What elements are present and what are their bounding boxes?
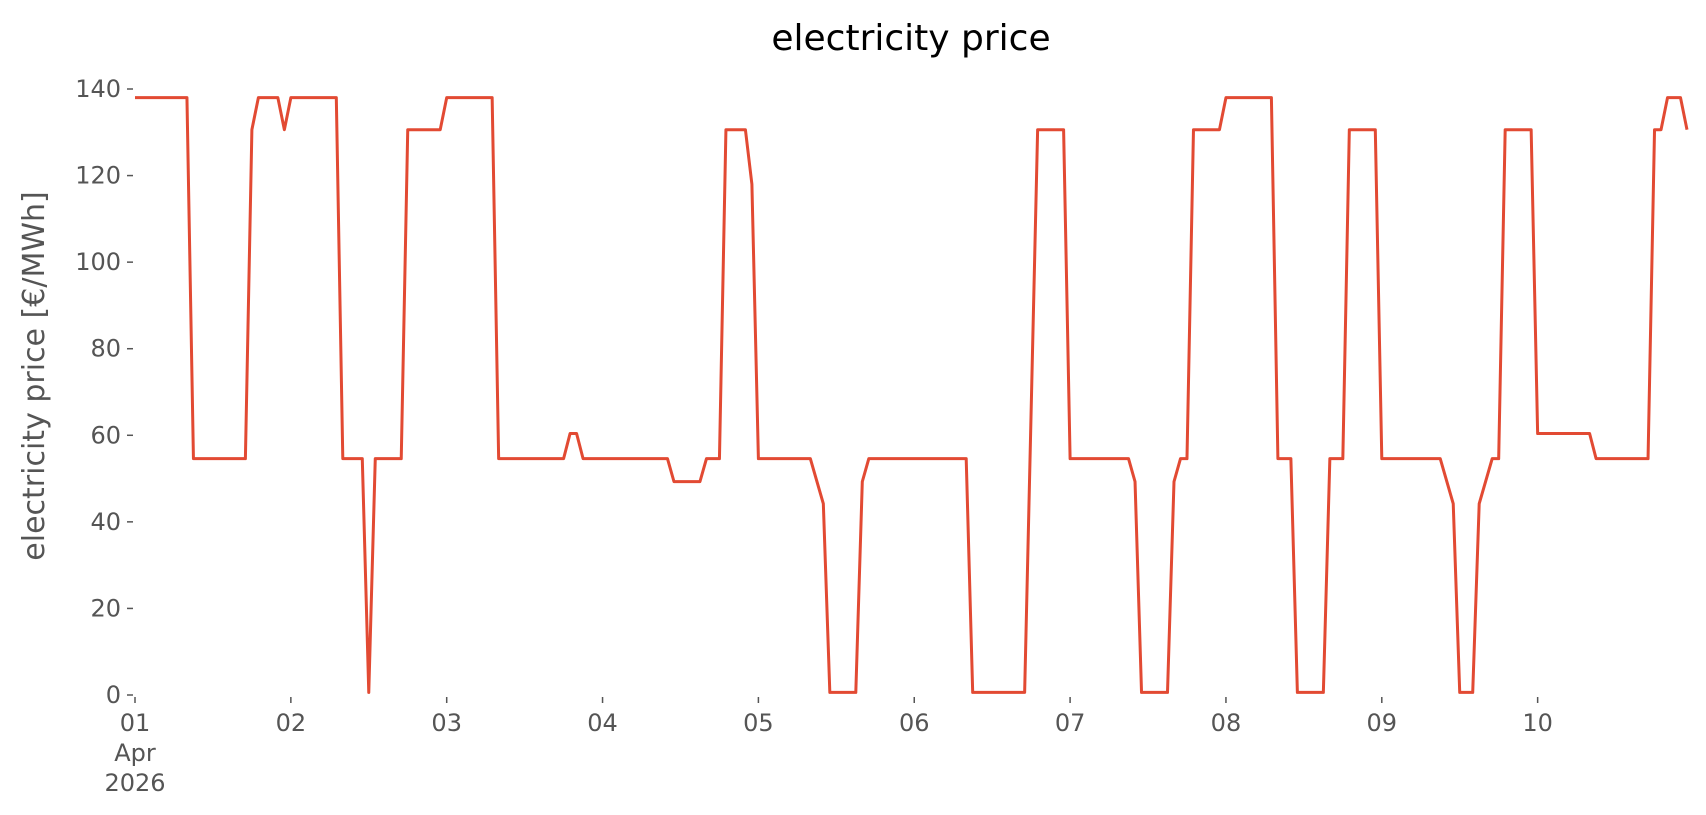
x-tick-label: 04: [587, 709, 618, 737]
x-tick-label: 08: [1211, 709, 1242, 737]
y-tick-label: 120: [75, 162, 121, 190]
x-tick-label: 09: [1367, 709, 1398, 737]
x-tick-label: 05: [743, 709, 774, 737]
y-tick-label: 20: [90, 594, 121, 622]
y-tick-label: 100: [75, 248, 121, 276]
y-axis-label: electricity price [€/MWh]: [17, 191, 52, 560]
y-tick-label: 60: [90, 421, 121, 449]
chart-title: electricity price: [771, 18, 1050, 59]
y-tick-label: 80: [90, 335, 121, 363]
x-tick-label: 10: [1522, 709, 1553, 737]
x-tick-label: 07: [1055, 709, 1086, 737]
x-tick-label: 06: [899, 709, 930, 737]
price-line: [135, 96, 1689, 694]
y-tick-label: 140: [75, 75, 121, 103]
x-tick-label: 02: [276, 709, 307, 737]
x-tick-label: 01 Apr 2026: [104, 709, 165, 797]
y-tick-label: 0: [106, 681, 121, 709]
y-tick-label: 40: [90, 508, 121, 536]
x-tick-label: 03: [431, 709, 462, 737]
